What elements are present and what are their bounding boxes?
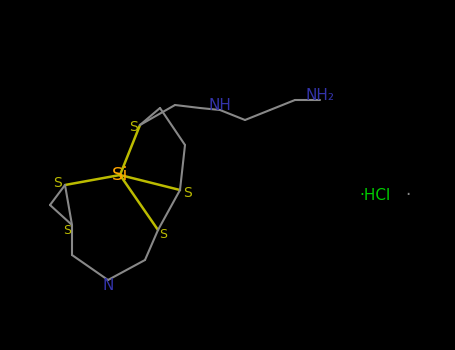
Text: NH: NH [208, 98, 232, 112]
Text: S: S [182, 186, 192, 200]
Text: S: S [129, 120, 137, 134]
Text: S: S [159, 229, 167, 241]
Text: S: S [63, 224, 71, 237]
Text: Si: Si [112, 166, 128, 184]
Text: NH₂: NH₂ [305, 88, 334, 103]
Text: S: S [54, 176, 62, 190]
Text: ·HCl: ·HCl [359, 188, 391, 203]
Text: N: N [102, 278, 114, 293]
Text: ·: · [405, 186, 410, 204]
